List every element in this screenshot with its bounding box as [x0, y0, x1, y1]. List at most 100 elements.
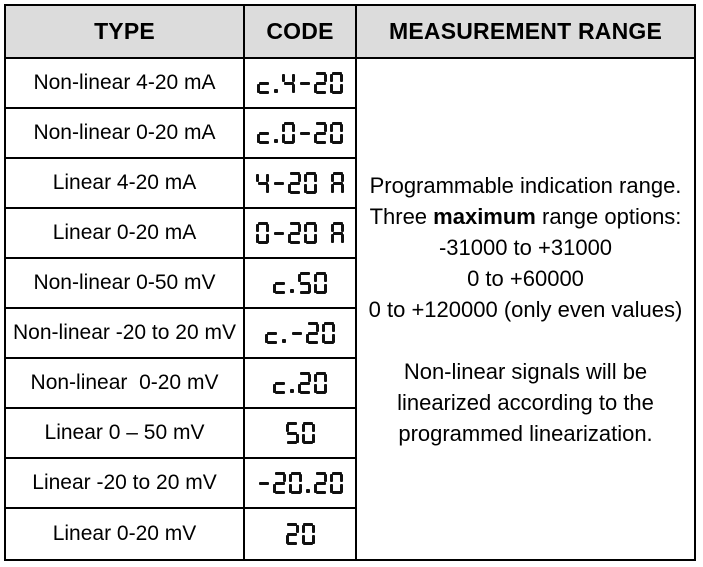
type-cell: Linear 0 – 50 mV	[6, 409, 245, 457]
segment-char	[285, 422, 299, 444]
code-cell	[245, 59, 357, 107]
table-row: Non-linear 0-20 mA	[6, 109, 357, 159]
segment-char	[273, 272, 286, 294]
column-header-measurement-range: MEASUREMENT RANGE	[388, 18, 663, 44]
segment-char	[314, 72, 327, 94]
code-cell	[245, 459, 357, 507]
code-cell	[245, 209, 357, 257]
range-option-line: 0 to +60000	[467, 265, 584, 291]
segment-char	[257, 122, 270, 144]
table-body: Non-linear 4-20 mA Non-linear 0-20 mA Line…	[6, 59, 694, 559]
table-row: Non-linear 4-20 mA	[6, 59, 357, 109]
range-text-line: Programmable indication range.	[369, 172, 682, 198]
range-text-segment: range options:	[535, 203, 682, 229]
code-cell	[245, 359, 357, 407]
segment-dot	[290, 289, 294, 293]
segment-dot	[274, 89, 278, 93]
segment-char	[298, 372, 311, 394]
segment-dot	[290, 389, 294, 393]
segment-char	[331, 222, 344, 244]
seven-segment-code	[273, 272, 327, 294]
seven-segment-code	[273, 372, 327, 394]
segment-char	[256, 222, 269, 244]
segment-char	[304, 222, 317, 244]
segment-char	[330, 472, 343, 494]
signal-type-table: TYPE CODE MEASUREMENT RANGE Non-linear 4…	[4, 4, 696, 561]
segment-char	[257, 472, 270, 494]
range-text-line: linearized according to the	[397, 389, 654, 415]
segment-dot	[282, 339, 286, 343]
table-row: Linear 4-20 mA	[6, 159, 357, 209]
type-cell: Non-linear -20 to 20 mV	[6, 309, 245, 357]
segment-char	[272, 172, 285, 194]
segment-char	[298, 72, 311, 94]
segment-char	[288, 222, 301, 244]
table-row: Linear 0 – 50 mV	[6, 409, 357, 459]
range-option-line: 0 to +120000 (only even values)	[368, 296, 683, 322]
range-text-bold: maximum	[433, 203, 536, 229]
segment-char	[282, 72, 295, 94]
segment-char	[330, 72, 343, 94]
segment-char	[301, 422, 315, 444]
segment-char	[301, 523, 315, 545]
measurement-range-cell: Programmable indication range. Three max…	[357, 59, 694, 559]
code-cell	[245, 509, 357, 559]
table-row: Non-linear -20 to 20 mV	[6, 309, 357, 359]
range-text-segment: Three	[369, 203, 434, 229]
seven-segment-code	[257, 72, 343, 94]
seven-segment-code	[257, 472, 343, 494]
code-cell	[245, 159, 357, 207]
segment-dot	[306, 489, 310, 493]
segment-char	[282, 122, 295, 144]
type-cell: Linear -20 to 20 mV	[6, 459, 245, 507]
segment-char	[257, 72, 270, 94]
segment-char	[272, 222, 285, 244]
table-row: Non-linear 0-50 mV	[6, 259, 357, 309]
segment-dot	[274, 139, 278, 143]
range-text-line: Three maximum range options:	[370, 201, 682, 232]
segment-char	[289, 472, 302, 494]
type-cell: Linear 0-20 mA	[6, 209, 245, 257]
seven-segment-code	[257, 122, 343, 144]
type-cell: Non-linear 0-20 mV	[6, 359, 245, 407]
segment-char	[314, 272, 327, 294]
segment-char	[330, 122, 343, 144]
type-cell: Linear 4-20 mA	[6, 159, 245, 207]
seven-segment-code	[285, 523, 315, 545]
segment-char	[273, 472, 286, 494]
table-header-row: TYPE CODE MEASUREMENT RANGE	[6, 6, 694, 59]
range-text-line: Non-linear signals will be	[403, 358, 648, 384]
code-cell	[245, 259, 357, 307]
type-cell: Non-linear 4-20 mA	[6, 59, 245, 107]
segment-char	[288, 172, 301, 194]
segment-char	[256, 172, 269, 194]
segment-char	[314, 122, 327, 144]
seven-segment-code	[256, 222, 344, 244]
seven-segment-code	[265, 322, 335, 344]
range-option-line: -31000 to +31000	[438, 234, 613, 260]
segment-char	[290, 322, 303, 344]
segment-char	[285, 523, 299, 545]
segment-char	[314, 472, 327, 494]
type-cell: Linear 0-20 mV	[6, 509, 245, 559]
segment-char	[298, 272, 311, 294]
segment-char	[306, 322, 319, 344]
type-cell: Non-linear 0-50 mV	[6, 259, 245, 307]
segment-char	[331, 172, 344, 194]
column-header-code: CODE	[245, 6, 357, 57]
segment-char	[265, 322, 278, 344]
segment-char	[273, 372, 286, 394]
table-row: Linear 0-20 mV	[6, 509, 357, 559]
type-code-rows: Non-linear 4-20 mA Non-linear 0-20 mA Line…	[6, 59, 357, 559]
seven-segment-code	[285, 422, 315, 444]
segment-char	[298, 122, 311, 144]
code-cell	[245, 409, 357, 457]
segment-char	[304, 172, 317, 194]
column-header-type: TYPE	[6, 6, 245, 57]
table-row: Linear -20 to 20 mV	[6, 459, 357, 509]
segment-char	[314, 372, 327, 394]
code-cell	[245, 109, 357, 157]
range-text-line: programmed linearization.	[398, 420, 653, 446]
segment-char	[322, 322, 335, 344]
